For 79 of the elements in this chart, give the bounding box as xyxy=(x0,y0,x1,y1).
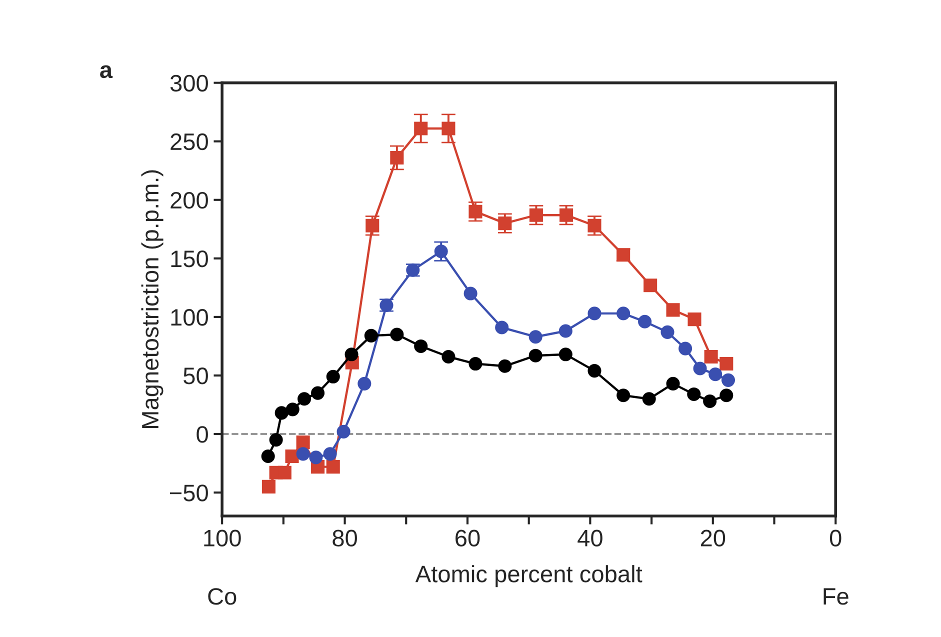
point xyxy=(286,402,300,416)
y-tick-label: 0 xyxy=(196,426,208,443)
point xyxy=(498,216,512,230)
point xyxy=(442,122,456,136)
text: a xyxy=(100,65,113,78)
x-tick-label: 60 xyxy=(456,530,480,547)
point xyxy=(390,150,404,165)
point xyxy=(309,450,323,464)
y-tick-label: 100 xyxy=(171,309,208,326)
point xyxy=(720,357,734,371)
x-tick-label: 80 xyxy=(332,530,357,547)
text: Fe xyxy=(824,588,848,605)
y-tick-label: 200 xyxy=(170,192,208,209)
point xyxy=(464,286,478,300)
text: Co xyxy=(208,588,236,605)
x-tick-label: 100 xyxy=(204,530,241,547)
point xyxy=(558,324,572,338)
point xyxy=(688,312,702,326)
point xyxy=(616,306,630,320)
y-tick-label: 150 xyxy=(171,250,208,268)
point xyxy=(666,376,680,390)
point xyxy=(336,424,350,438)
y-tick-label: 50 xyxy=(184,368,208,384)
point xyxy=(323,447,337,461)
point xyxy=(529,208,543,222)
point xyxy=(642,392,656,406)
point xyxy=(687,387,701,401)
x-tick-label: 40 xyxy=(578,530,602,547)
y-axis-title: Magnetostriction (p.p.m.) xyxy=(141,170,164,428)
point xyxy=(262,480,276,494)
point xyxy=(442,350,456,364)
point xyxy=(528,348,542,362)
point xyxy=(708,368,722,382)
point xyxy=(616,388,630,402)
point xyxy=(720,388,734,402)
point xyxy=(558,348,572,362)
y-tick-label: 300 xyxy=(170,74,208,92)
point xyxy=(366,218,380,232)
y-tick-label: −50 xyxy=(170,484,208,502)
point xyxy=(560,208,574,222)
point xyxy=(298,392,312,406)
point xyxy=(414,122,428,136)
point xyxy=(498,359,512,373)
point xyxy=(468,204,482,218)
point xyxy=(678,342,692,356)
point xyxy=(326,460,340,474)
point xyxy=(434,244,448,258)
point xyxy=(296,447,310,461)
point xyxy=(721,373,736,387)
x-tick-label: 0 xyxy=(830,530,842,547)
point xyxy=(285,449,299,464)
point xyxy=(390,328,404,342)
point xyxy=(666,303,680,317)
point xyxy=(414,339,428,353)
point xyxy=(703,394,717,408)
point xyxy=(344,348,358,362)
point xyxy=(278,466,292,480)
point xyxy=(588,218,602,232)
point xyxy=(311,386,325,400)
x-tick-label: 20 xyxy=(700,530,726,547)
y-tick-label: 250 xyxy=(170,133,208,150)
point xyxy=(704,350,718,364)
point xyxy=(296,435,310,449)
point xyxy=(326,370,340,384)
point xyxy=(261,449,275,464)
point xyxy=(468,357,482,371)
point xyxy=(495,320,509,334)
x-axis-title: Atomic percent cobalt xyxy=(415,565,642,588)
point xyxy=(644,278,658,292)
point xyxy=(638,314,652,328)
point xyxy=(660,325,674,339)
point xyxy=(358,376,372,390)
point xyxy=(588,364,602,378)
point xyxy=(693,362,707,376)
point xyxy=(588,306,602,320)
point xyxy=(274,406,288,420)
point xyxy=(364,328,378,342)
point xyxy=(269,433,283,447)
point xyxy=(528,330,542,344)
